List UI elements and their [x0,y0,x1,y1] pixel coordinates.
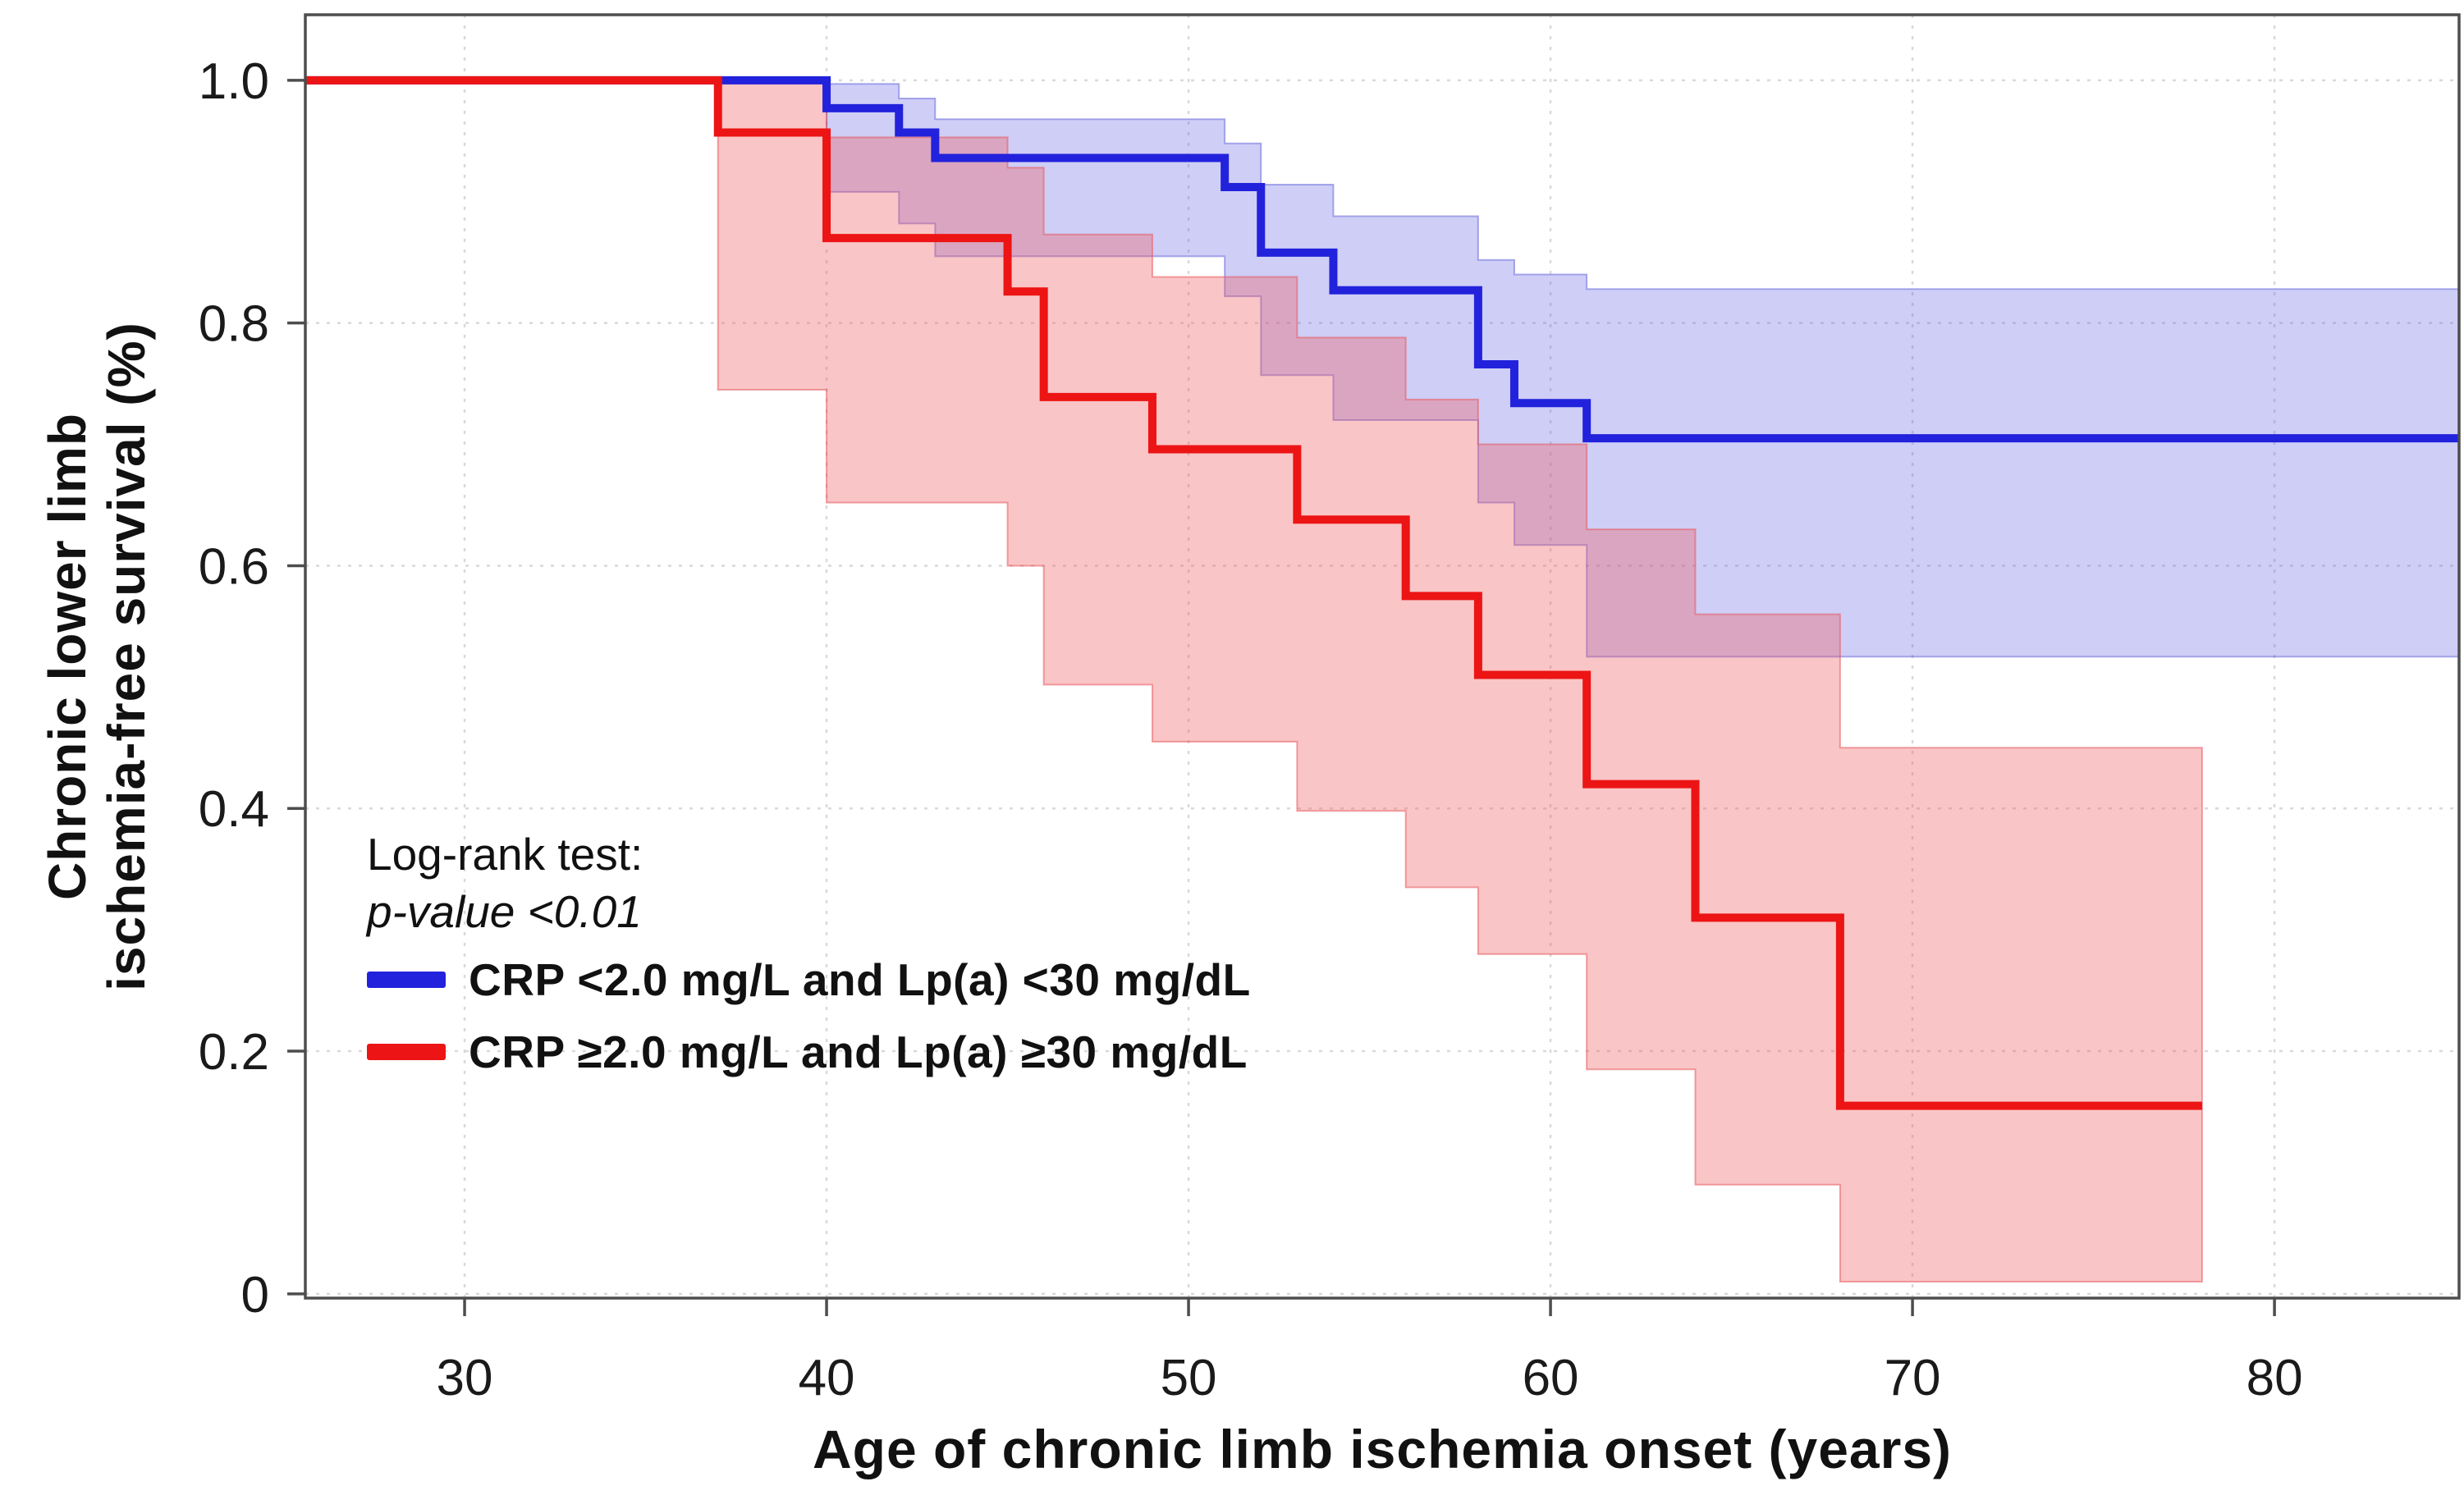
svg-text:0: 0 [241,1267,269,1324]
svg-text:70: 70 [1885,1350,1941,1406]
svg-text:1.0: 1.0 [199,53,269,110]
x-axis-label: Age of chronic limb ischemia onset (year… [812,1419,1953,1479]
svg-text:0.4: 0.4 [199,781,269,838]
svg-text:60: 60 [1523,1350,1579,1406]
legend: Log-rank test: p-value <0.01 CRP <2.0 mg… [367,825,1251,1078]
legend-label-low-crp: CRP <2.0 mg/L and Lp(a) <30 mg/dL [469,954,1251,1005]
y-axis-label-line2: ischemia-free survival (%) [97,322,156,991]
svg-text:30: 30 [437,1350,493,1406]
legend-swatch-red [367,1044,446,1060]
svg-text:0.6: 0.6 [199,538,269,595]
p-value-note: p-value <0.01 [367,886,642,937]
legend-item-high-crp: CRP ≥2.0 mg/L and Lp(a) ≥30 mg/dL [367,1026,1251,1078]
svg-text:80: 80 [2246,1350,2303,1406]
legend-label-high-crp: CRP ≥2.0 mg/L and Lp(a) ≥30 mg/dL [469,1026,1248,1077]
svg-text:40: 40 [799,1350,855,1406]
svg-text:50: 50 [1161,1350,1217,1406]
logrank-test-note: Log-rank test: [367,829,643,880]
legend-item-low-crp: CRP <2.0 mg/L and Lp(a) <30 mg/dL [367,953,1251,1006]
svg-text:0.2: 0.2 [199,1024,269,1081]
y-axis-label-line1: Chronic lower limb [38,412,97,901]
svg-text:0.8: 0.8 [199,296,269,353]
legend-swatch-blue [367,972,446,988]
